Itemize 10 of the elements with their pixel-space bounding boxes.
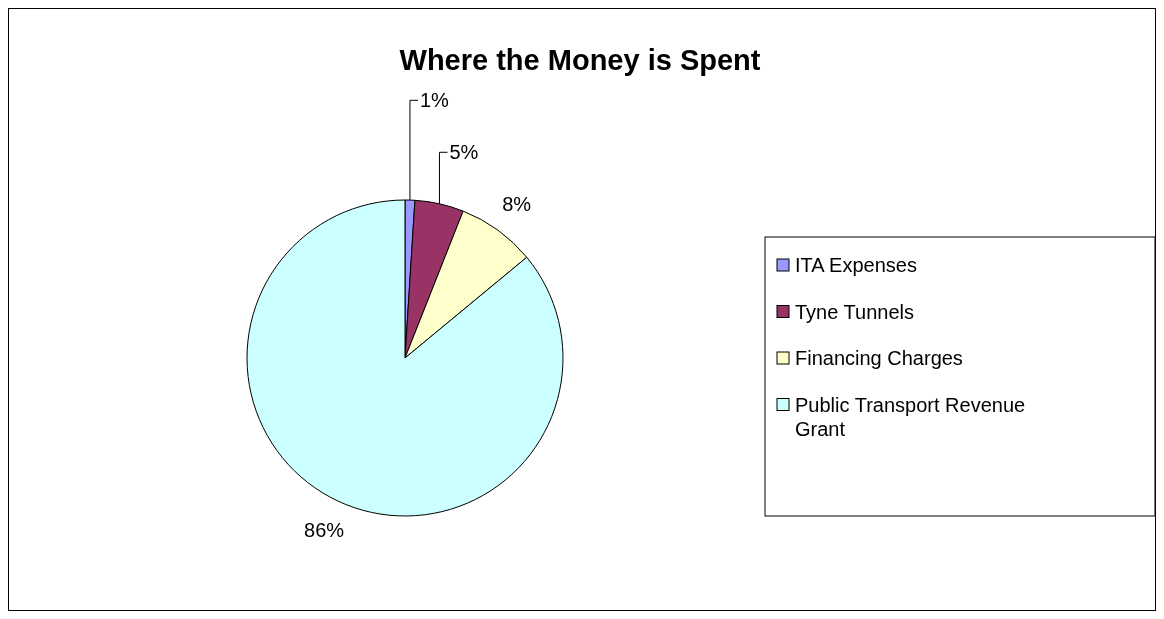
legend-label: Tyne Tunnels: [795, 300, 914, 323]
chart-title: Where the Money is Spent: [399, 44, 761, 77]
legend-label: Financing Charges: [795, 347, 963, 369]
legend-label: ITA Expenses: [795, 254, 917, 276]
data-label: 8%: [502, 193, 532, 216]
data-label: 86%: [304, 518, 345, 541]
legend-label: Public Transport Revenue Grant: [795, 393, 1026, 440]
pie-slice: [246, 199, 564, 517]
data-label: 1%: [419, 89, 450, 112]
data-label: 5%: [449, 141, 479, 164]
